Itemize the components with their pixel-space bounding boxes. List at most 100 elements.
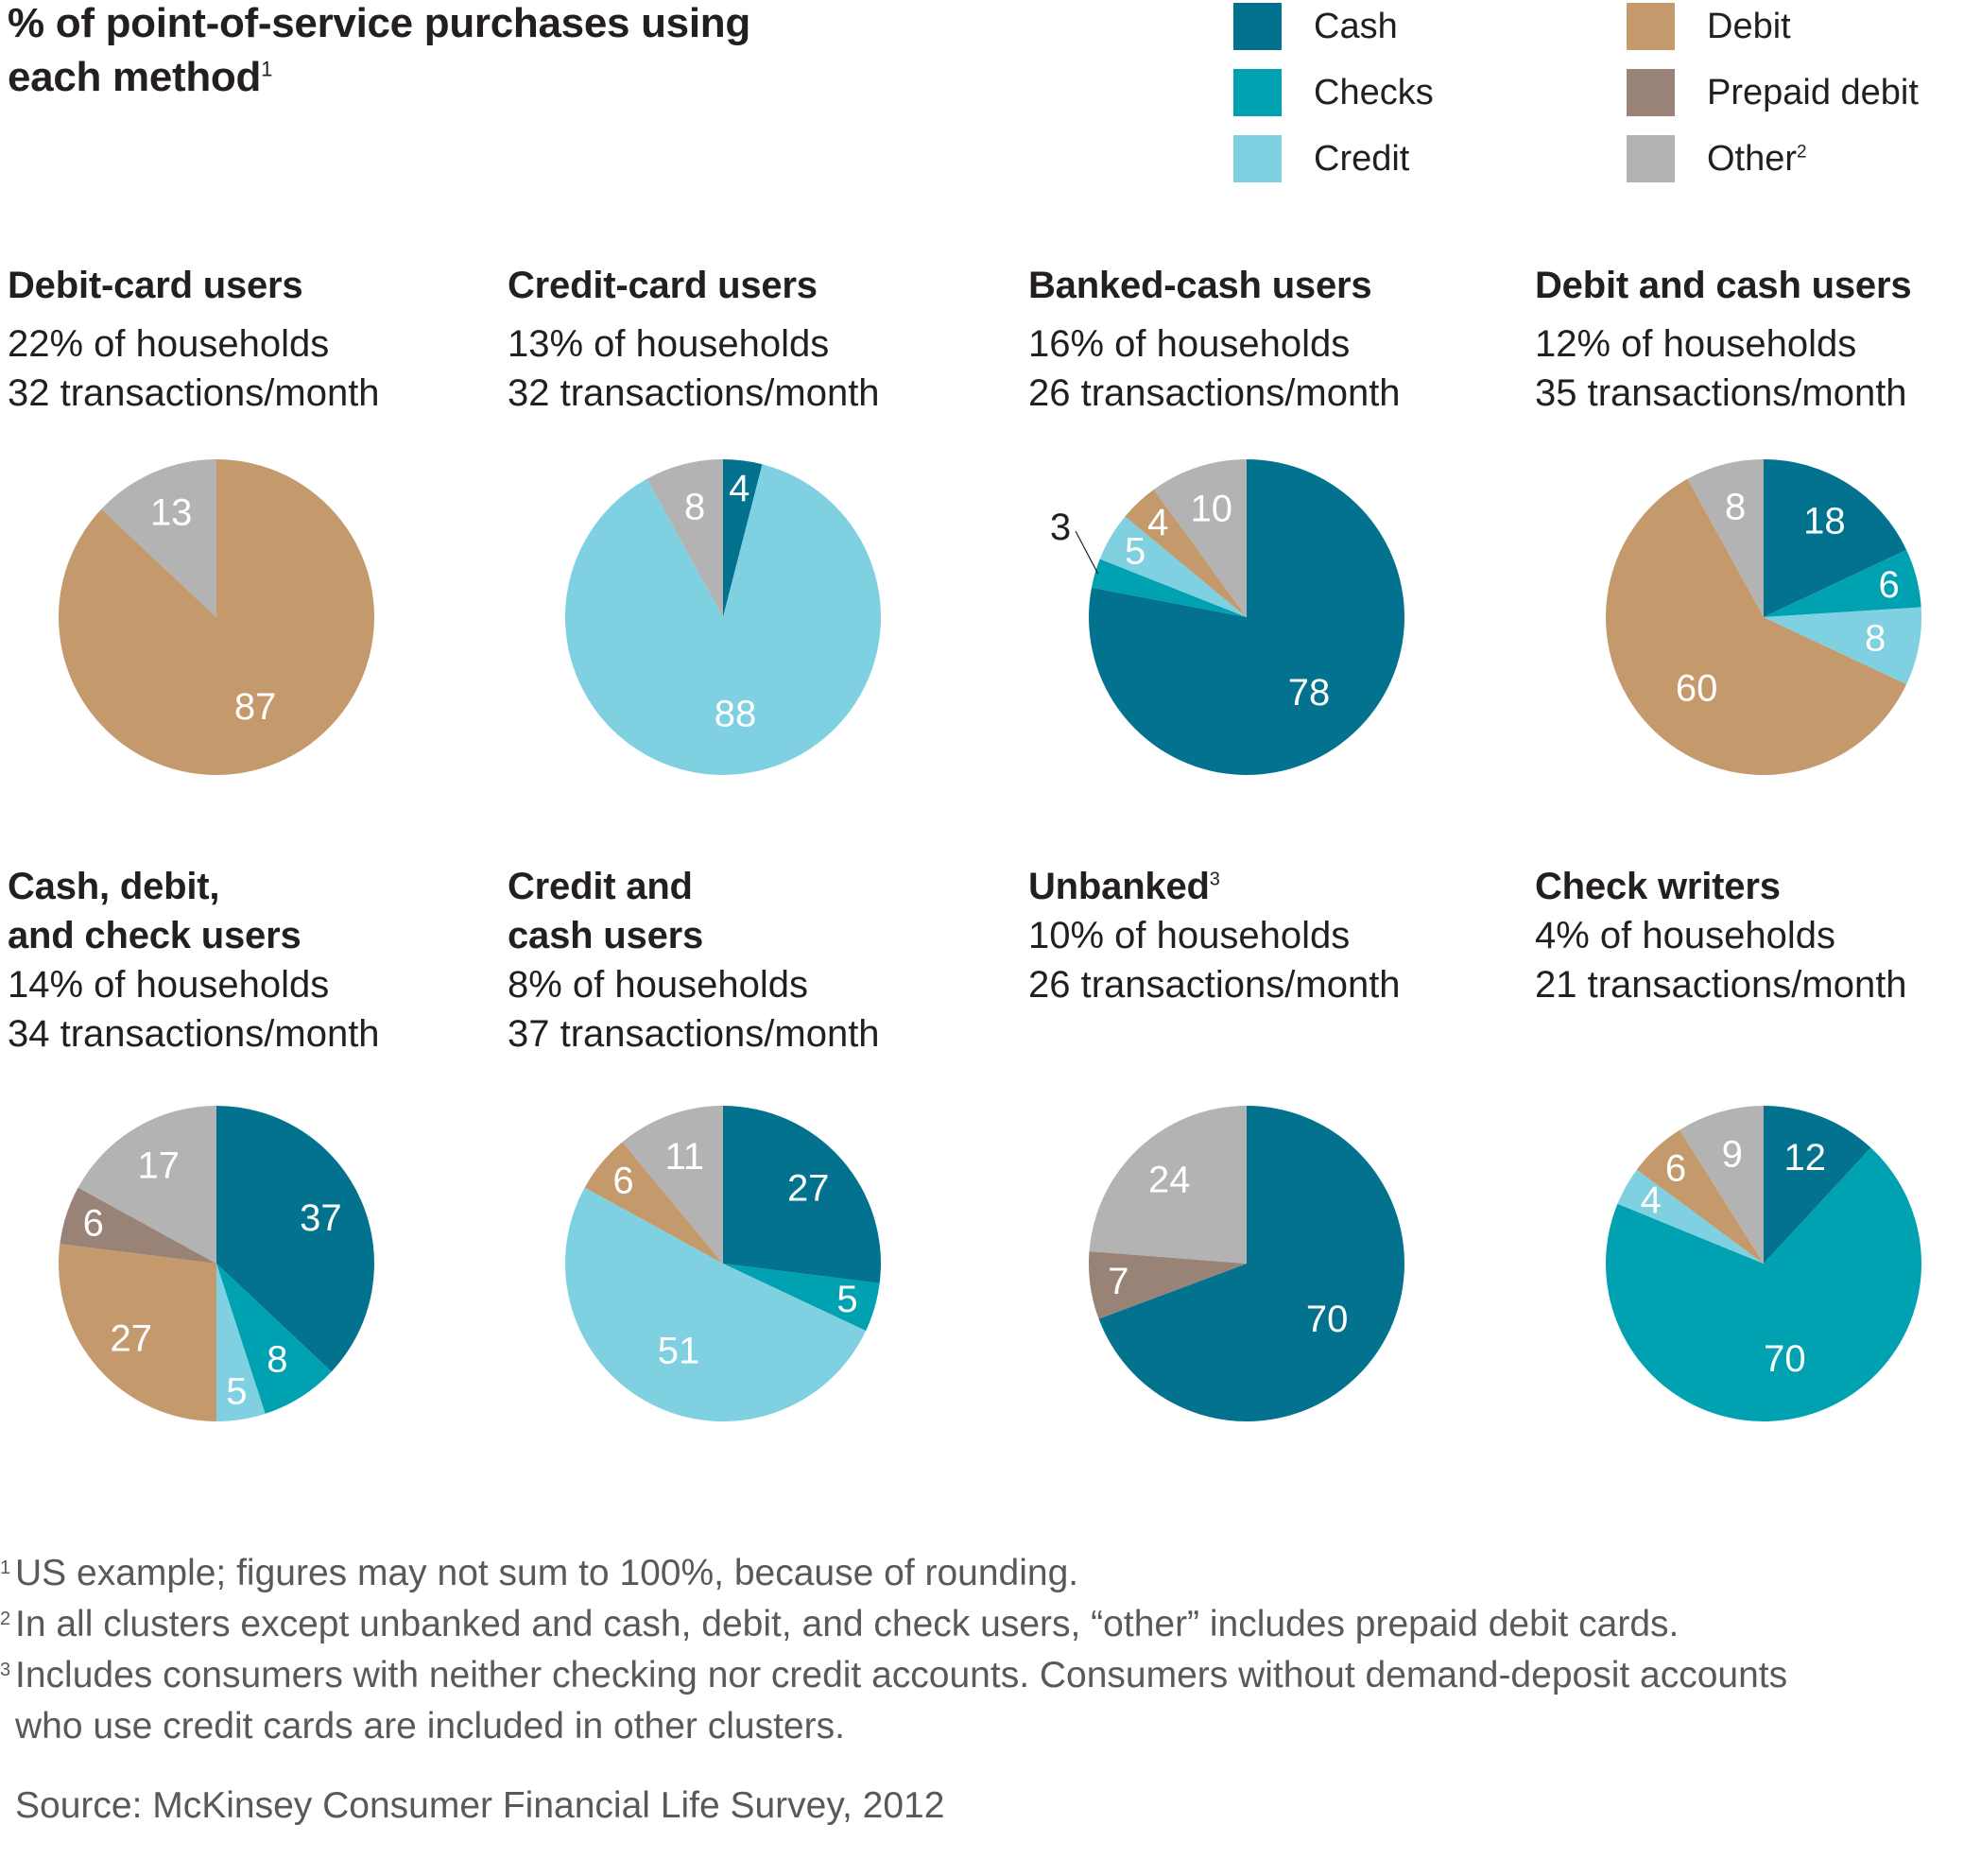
- pie-slice-cash: [723, 459, 763, 617]
- pie-slice-debit: [58, 459, 374, 776]
- pie-slice-label-prepaid-debit: 6: [83, 1203, 104, 1245]
- pie-slice-checks: [1605, 1147, 1921, 1421]
- pie-slice-credit: [1764, 607, 1922, 685]
- chart-title-line-2-text: each method: [8, 54, 262, 100]
- footnote-text: US example; figures may not sum to 100%,…: [15, 1553, 1079, 1593]
- pie-slice-label-cash: 70: [1306, 1299, 1349, 1340]
- cluster-transactions: 32 transactions/month: [8, 372, 380, 414]
- legend-item-prepaid-debit: Prepaid debit: [1627, 68, 1919, 117]
- cluster-households: 16% of households: [1028, 323, 1351, 365]
- pie-slice-other: [78, 1106, 216, 1264]
- pie-slice-prepaid-debit: [1088, 1251, 1247, 1319]
- pie-slice-label-credit: 51: [658, 1330, 700, 1371]
- footnote-text: Includes consumers with neither checking…: [15, 1655, 1788, 1747]
- cluster-households: 13% of households: [508, 323, 830, 365]
- pie-slice-label-credit: 5: [1125, 530, 1146, 572]
- footnote-mark: 1: [0, 1558, 11, 1578]
- cluster-title: Unbanked3: [1028, 862, 1520, 911]
- pie-slice-label-checks: 5: [836, 1279, 857, 1320]
- pie-credit-and-cash-users: 27 5 51 6 11: [565, 1106, 881, 1421]
- cluster-households: 10% of households: [1028, 915, 1351, 956]
- pie-slice-label-checks: 8: [267, 1339, 287, 1381]
- legend-item-cash: Cash: [1233, 2, 1398, 51]
- pie-slice-label-other: 8: [684, 487, 705, 528]
- title-footnote-ref: 1: [261, 57, 273, 81]
- cluster-title: Debit-card users: [8, 265, 303, 306]
- legend-item-checks: Checks: [1233, 68, 1434, 117]
- pie-slice-label-other: 17: [138, 1145, 181, 1187]
- footnote-mark: 2: [0, 1609, 11, 1629]
- pie-slice-credit: [1099, 516, 1247, 617]
- pie-slice-label-other: 8: [1725, 487, 1746, 528]
- pie-slice-label-other: 13: [150, 492, 193, 534]
- leader-line: [1075, 530, 1099, 575]
- footnote-3: 3 Includes consumers with neither checki…: [0, 1650, 1811, 1752]
- pie-slice-label-debit: 27: [111, 1318, 153, 1360]
- cluster-header-debit-card-users: Debit-card users 22% of households 32 tr…: [8, 261, 499, 418]
- pie-slice-credit: [565, 464, 882, 776]
- pie-cash-debit-and-check-users: 37 85 27 6 17: [59, 1106, 375, 1421]
- legend-label-cash: Cash: [1314, 7, 1398, 46]
- chart-title-line-1: % of point-of-service purchases using: [8, 0, 750, 46]
- legend-footnote-ref: 2: [1797, 142, 1807, 163]
- pie-slice-cash: [1764, 459, 1907, 617]
- pie-slice-cash: [1089, 459, 1405, 776]
- pie-slice-label-cash: 12: [1784, 1137, 1827, 1179]
- cluster-title-line-2: cash users: [508, 915, 704, 956]
- pie-slice-label-other: 10: [1191, 489, 1233, 530]
- cluster-header-check-writers: Check writers 4% of households 21 transa…: [1535, 862, 1981, 1009]
- pie-slice-other: [101, 459, 216, 617]
- pie-slice-cash: [1764, 1106, 1871, 1264]
- pie-check-writers: 12 70 46 9: [1605, 1106, 1921, 1421]
- legend-item-credit: Credit: [1233, 134, 1409, 183]
- pie-slice-label-debit: 6: [612, 1161, 633, 1202]
- legend-label-credit: Credit: [1314, 139, 1410, 179]
- footnote-mark: 3: [0, 1660, 11, 1680]
- pie-slice-label-debit: 4: [1147, 502, 1168, 543]
- footnote-1: 1 US example; figures may not sum to 100…: [0, 1548, 1890, 1599]
- cluster-title: Credit-card users: [508, 265, 818, 306]
- pie-slice-other: [1687, 459, 1764, 617]
- pie-banked-cash-users: 78 3 54 10: [1050, 459, 1405, 776]
- pie-slice-other: [1680, 1106, 1764, 1264]
- pie-debit-card-users: 87 13: [58, 459, 374, 776]
- source-note: Source: McKinsey Consumer Financial Life…: [15, 1785, 945, 1826]
- pie-slice-label-credit: 88: [715, 694, 757, 735]
- pie-slice-debit: [1636, 1129, 1764, 1264]
- chart-title: % of point-of-service purchases using ea…: [8, 0, 750, 104]
- pie-slice-label-other: 24: [1148, 1160, 1191, 1201]
- pie-slice-label-cash: 27: [787, 1168, 830, 1210]
- cluster-households: 8% of households: [508, 964, 809, 1006]
- pie-slice-label-checks: 70: [1764, 1338, 1806, 1380]
- pie-slice-label-credit: 8: [1865, 618, 1886, 660]
- pie-slice-other: [1153, 459, 1247, 617]
- legend-swatch-cash: [1233, 3, 1282, 50]
- legend-label-prepaid-debit: Prepaid debit: [1707, 73, 1919, 112]
- cluster-title-line-1: Cash, debit,: [8, 866, 220, 907]
- chart-title-line-2: each method1: [8, 50, 750, 104]
- legend-item-debit: Debit: [1627, 2, 1791, 51]
- cluster-households: 22% of households: [8, 323, 330, 365]
- pie-slice-debit: [1125, 489, 1247, 617]
- pie-slice-other: [1089, 1106, 1247, 1264]
- legend-label-debit: Debit: [1707, 7, 1791, 46]
- legend: Cash Checks Credit Debit Prepaid debit O…: [1233, 0, 1980, 189]
- cluster-header-credit-and-cash-users: Credit and cash users 8% of households 3…: [508, 862, 999, 1058]
- pie-slice-label-cash: 4: [729, 468, 749, 509]
- pie-slice-cash: [723, 1106, 881, 1283]
- cluster-title-line-2: and check users: [8, 915, 301, 956]
- pie-slice-checks: [1091, 559, 1247, 617]
- cluster-transactions: 26 transactions/month: [1028, 372, 1401, 414]
- pie-slice-checks: [216, 1264, 332, 1414]
- cluster-title: Banked-cash users: [1028, 265, 1372, 306]
- cluster-households: 4% of households: [1535, 915, 1836, 956]
- pie-slice-label-debit: 87: [234, 686, 277, 728]
- legend-swatch-prepaid-debit: [1627, 69, 1675, 116]
- pie-slice-other: [622, 1106, 723, 1264]
- cluster-title: Check writers: [1535, 866, 1781, 907]
- pie-slice-credit: [565, 1187, 867, 1421]
- pie-slice-debit: [1606, 478, 1907, 776]
- cluster-header-cash-debit-check-users: Cash, debit, and check users 14% of hous…: [8, 862, 499, 1058]
- pie-slice-label-checks: 3: [1050, 507, 1071, 548]
- cluster-transactions: 26 transactions/month: [1028, 964, 1401, 1006]
